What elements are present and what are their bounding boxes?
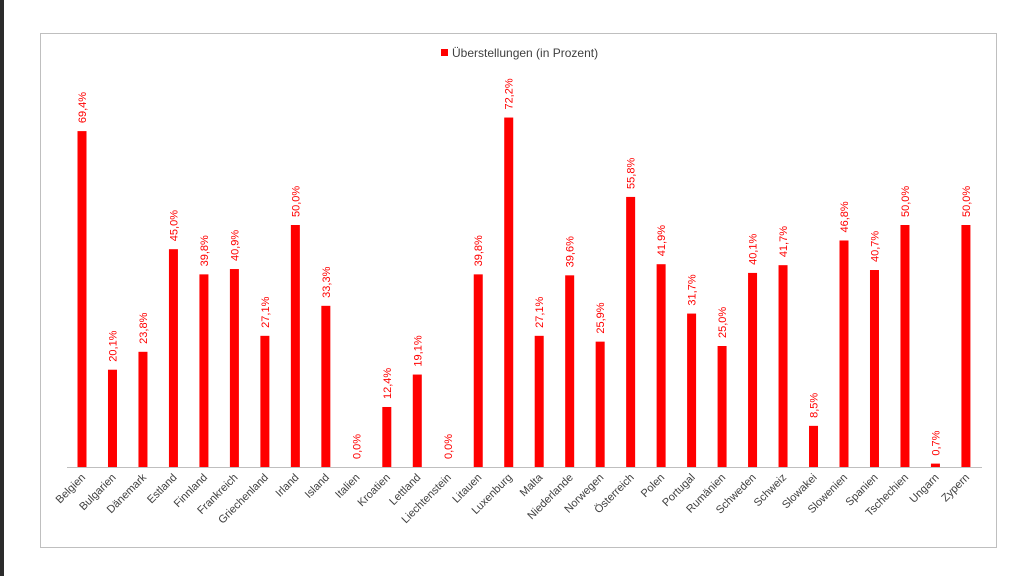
- data-label: 19,1%: [412, 335, 424, 366]
- data-label: 39,6%: [565, 236, 577, 267]
- bar-Zypern: [961, 225, 971, 467]
- bar-Belgien: [77, 131, 87, 467]
- data-label: 0,0%: [443, 434, 455, 459]
- data-label: 0,7%: [930, 430, 942, 455]
- bar-Schweden: [748, 272, 758, 467]
- bar-Tschechien: [900, 225, 910, 467]
- data-label: 8,5%: [809, 393, 821, 418]
- data-label: 0,0%: [351, 434, 363, 459]
- bar-Polen: [656, 264, 666, 467]
- data-label: 72,2%: [504, 78, 516, 109]
- window-edge: [0, 0, 4, 576]
- bar-Kroatien: [382, 406, 392, 467]
- data-label: 31,7%: [687, 274, 699, 305]
- data-label: 55,8%: [626, 158, 638, 189]
- bar-Niederlande: [565, 275, 575, 467]
- data-label: 50,0%: [961, 186, 973, 217]
- chart-frame: [40, 33, 997, 548]
- bar-Estland: [168, 249, 178, 467]
- bar-Ungarn: [930, 463, 940, 467]
- bar-Schweiz: [778, 265, 788, 467]
- bar-Rumänien: [717, 346, 727, 467]
- bar-Lettland: [412, 374, 422, 467]
- data-label: 27,1%: [260, 296, 272, 327]
- bar-Slowakei: [809, 425, 819, 467]
- bar-Bulgarien: [107, 369, 117, 467]
- data-label: 23,8%: [138, 312, 150, 343]
- bar-Irland: [290, 225, 300, 467]
- data-label: 46,8%: [839, 201, 851, 232]
- bar-Slowenien: [839, 240, 849, 467]
- data-label: 40,7%: [869, 231, 881, 262]
- data-label: 50,0%: [900, 186, 912, 217]
- bar-Norwegen: [595, 341, 605, 467]
- data-label: 33,3%: [321, 266, 333, 297]
- bar-Malta: [534, 335, 544, 467]
- data-label: 41,7%: [778, 226, 790, 257]
- bar-Griechenland: [260, 335, 270, 467]
- data-label: 50,0%: [290, 186, 302, 217]
- data-label: 69,4%: [77, 92, 89, 123]
- data-label: 39,8%: [199, 235, 211, 266]
- bar-Island: [321, 305, 331, 467]
- data-label: 45,0%: [168, 210, 180, 241]
- data-label: 25,0%: [717, 307, 729, 338]
- data-label: 20,1%: [107, 330, 119, 361]
- data-label: 41,9%: [656, 225, 668, 256]
- data-label: 25,9%: [595, 302, 607, 333]
- data-label: 40,9%: [229, 230, 241, 261]
- legend-swatch: [441, 49, 448, 56]
- data-label: 40,1%: [748, 234, 760, 265]
- data-label: 12,4%: [382, 368, 394, 399]
- legend: Überstellungen (in Prozent): [441, 46, 598, 60]
- bar-Österreich: [626, 196, 636, 468]
- bar-Luxenburg: [504, 117, 514, 467]
- legend-label: Überstellungen (in Prozent): [452, 46, 598, 60]
- bar-Portugal: [687, 313, 697, 467]
- bar-Spanien: [869, 270, 879, 467]
- bar-Finnland: [199, 274, 209, 467]
- bar-Litauen: [473, 274, 483, 467]
- bar-Frankreich: [229, 269, 239, 467]
- data-label: 39,8%: [473, 235, 485, 266]
- bar-Dänemark: [138, 351, 148, 467]
- data-label: 27,1%: [534, 296, 546, 327]
